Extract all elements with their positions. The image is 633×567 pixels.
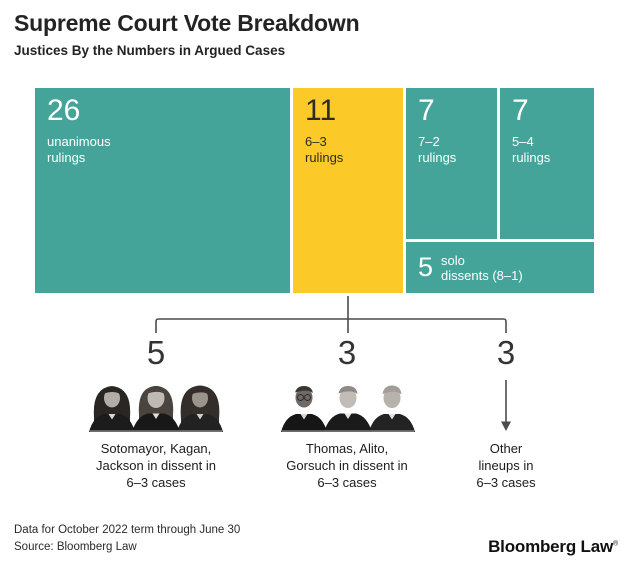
block-label-line: 6–3 xyxy=(305,134,327,149)
portrait-kagan xyxy=(132,386,180,432)
block-label-line: 5–4 xyxy=(512,134,534,149)
treemap-block-7-2: 7 7–2 rulings xyxy=(406,88,497,239)
page-title: Supreme Court Vote Breakdown xyxy=(14,10,360,36)
group-count-conservative-dissent: 3 xyxy=(337,334,357,371)
block-value: 5 xyxy=(418,252,434,282)
block-label: unanimous rulings xyxy=(47,134,290,166)
caption-line: Thomas, Alito, xyxy=(305,441,389,456)
caption-line: lineups in xyxy=(478,458,534,473)
caption-conservative-dissent: Thomas, Alito, Gorsuch in dissent in 6–3… xyxy=(262,440,432,491)
caption-line: Gorsuch in dissent in xyxy=(286,458,408,473)
caption-other-lineups: Other lineups in 6–3 cases xyxy=(421,440,591,491)
down-arrow-head-icon xyxy=(501,421,511,431)
group-count-liberal-dissent: 5 xyxy=(146,334,166,371)
caption-line: Jackson in dissent in xyxy=(96,458,216,473)
connector-bracket xyxy=(155,318,507,333)
block-value: 26 xyxy=(47,94,81,127)
block-label-line: rulings xyxy=(512,150,551,165)
group-count-other-lineups: 3 xyxy=(496,334,516,371)
block-label: solo dissents (8–1) xyxy=(441,253,523,283)
portrait-alito xyxy=(324,386,372,432)
treemap-block-unanimous: 26 unanimous rulings xyxy=(35,88,290,293)
portrait-group-sotomayor-kagan-jackson xyxy=(89,385,223,432)
caption-line: 6–3 cases xyxy=(317,475,377,490)
block-value: 7 xyxy=(418,94,435,127)
caption-line: 6–3 cases xyxy=(126,475,186,490)
block-label-line: rulings xyxy=(47,150,86,165)
page-subtitle: Justices By the Numbers in Argued Cases xyxy=(14,43,286,58)
caption-liberal-dissent: Sotomayor, Kagan, Jackson in dissent in … xyxy=(71,440,241,491)
block-label-line: unanimous xyxy=(47,134,111,149)
caption-line: Other xyxy=(489,441,523,456)
block-value: 7 xyxy=(512,94,529,127)
treemap-block-6-3: 11 6–3 rulings xyxy=(293,88,403,293)
registered-mark: ® xyxy=(613,540,618,548)
bloomberg-law-logo: Bloomberg Law® xyxy=(488,537,618,557)
block-label-line: dissents (8–1) xyxy=(441,267,523,283)
brand-wordmark: Bloomberg Law xyxy=(488,537,614,556)
block-label-line: rulings xyxy=(418,150,457,165)
block-label: 7–2 rulings xyxy=(418,134,497,166)
caption-line: 6–3 cases xyxy=(476,475,536,490)
treemap-block-solo-dissents: 5 solo dissents (8–1) xyxy=(406,242,594,293)
footnote-source: Source: Bloomberg Law xyxy=(14,541,137,553)
block-label: 6–3 rulings xyxy=(305,134,403,166)
portrait-jackson xyxy=(177,385,223,432)
footnote-data-range: Data for October 2022 term through June … xyxy=(14,524,241,536)
block-label: 5–4 rulings xyxy=(512,134,594,166)
caption-line: Sotomayor, Kagan, xyxy=(100,441,212,456)
treemap-block-5-4: 7 5–4 rulings xyxy=(500,88,594,239)
block-value: 11 xyxy=(305,94,337,127)
block-label-line: rulings xyxy=(305,150,344,165)
portrait-sotomayor xyxy=(89,386,135,432)
portrait-thomas xyxy=(281,386,327,432)
block-label-line: solo xyxy=(441,252,465,268)
portrait-group-thomas-alito-gorsuch xyxy=(281,385,415,432)
block-label-line: 7–2 xyxy=(418,134,440,149)
portrait-gorsuch xyxy=(369,385,415,432)
